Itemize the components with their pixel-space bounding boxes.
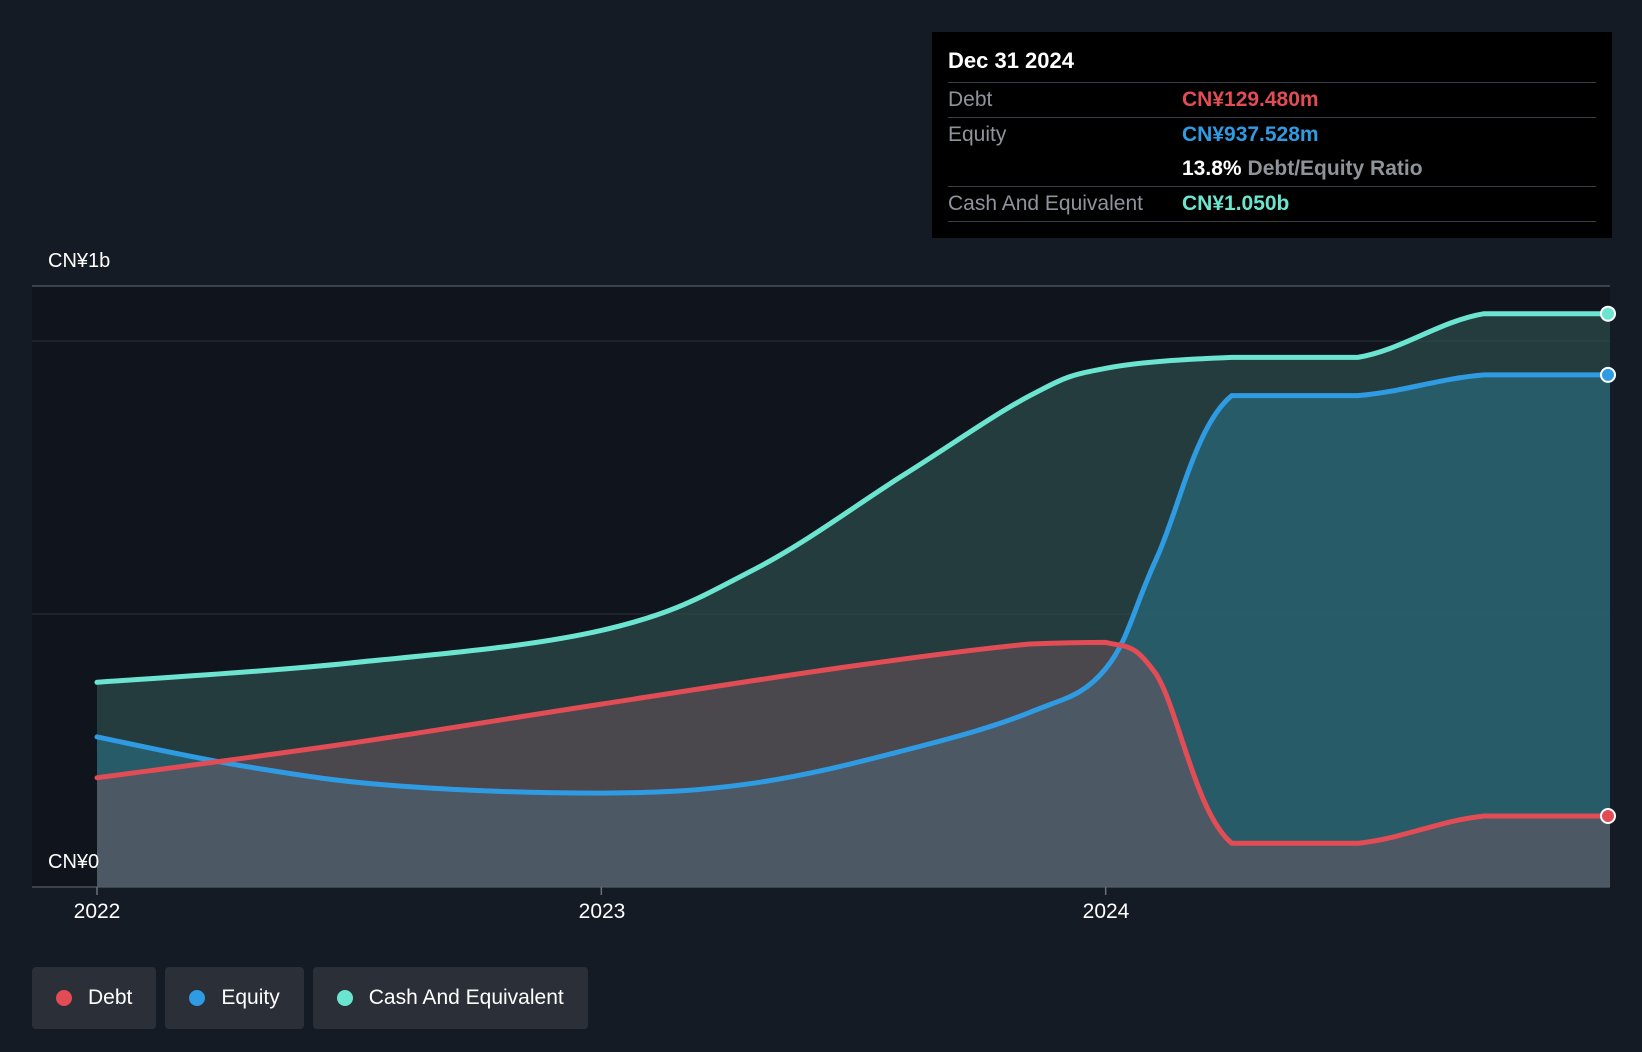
y-axis-label-top: CN¥1b — [48, 250, 111, 272]
x-tick-2024: 2024 — [1082, 900, 1130, 923]
legend-item-debt[interactable]: Debt — [32, 967, 157, 1029]
tooltip-ratio-spacer — [948, 152, 1182, 186]
x-tick-2022: 2022 — [73, 900, 121, 923]
line-cash — [94, 311, 1613, 685]
tooltip-ratio-value: 13.8% — [1182, 157, 1242, 180]
tooltip-debt-row: Debt CN¥129.480m — [948, 83, 1596, 118]
legend-dot-cash — [336, 990, 353, 1006]
tooltip-date: Dec 31 2024 — [948, 46, 1596, 83]
tooltip-debt-value: CN¥129.480m — [1182, 88, 1319, 111]
x-tick-2023: 2023 — [578, 900, 626, 923]
tooltip-debt-label: Debt — [948, 88, 993, 111]
endpoint-equity[interactable] — [1600, 366, 1616, 383]
endpoint-cash[interactable] — [1600, 305, 1616, 322]
tooltip-equity-value: CN¥937.528m — [1182, 123, 1319, 146]
tooltip-cash-value: CN¥1.050b — [1182, 192, 1290, 215]
tooltip-ratio-row: 13.8% Debt/Equity Ratio — [948, 152, 1596, 187]
tooltip-panel: Dec 31 2024 Debt CN¥129.480m Equity CN¥9… — [932, 32, 1612, 238]
legend-label-cash: Cash And Equivalent — [368, 986, 564, 1009]
line-equity — [94, 372, 1613, 796]
area-equity — [97, 374, 1610, 887]
tooltip-equity-row: Equity CN¥937.528m — [948, 118, 1596, 152]
endpoint-debt[interactable] — [1600, 808, 1616, 824]
tooltip-ratio-label: Debt/Equity Ratio — [1247, 157, 1423, 180]
legend-item-cash[interactable]: Cash And Equivalent — [312, 967, 588, 1029]
tooltip-cash-label: Cash And Equivalent — [948, 192, 1143, 215]
tooltip-cash-row: Cash And Equivalent CN¥1.050b — [948, 187, 1596, 222]
legend-dot-equity — [189, 990, 206, 1006]
legend-dot-debt — [56, 990, 72, 1006]
legend: Debt Equity Cash And Equivalent — [32, 967, 588, 1029]
legend-item-equity[interactable]: Equity — [165, 967, 304, 1029]
line-debt — [94, 639, 1613, 846]
legend-label-equity: Equity — [221, 986, 280, 1009]
y-axis-label-bottom: CN¥0 — [48, 851, 100, 873]
tooltip-equity-label: Equity — [948, 123, 1007, 146]
legend-label-debt: Debt — [88, 986, 133, 1009]
